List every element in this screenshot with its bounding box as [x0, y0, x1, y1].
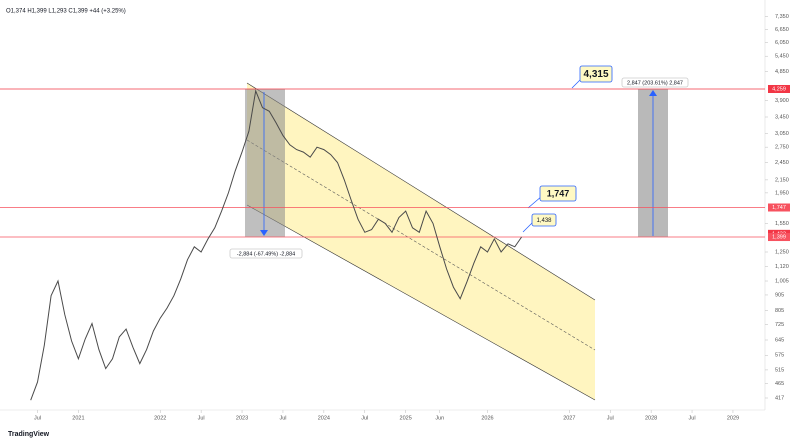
y-tick-label: 1,950 [775, 190, 789, 196]
channel-fill [247, 83, 595, 400]
y-tick-label: 725 [775, 322, 784, 328]
y-tick-label: 1,120 [775, 264, 789, 270]
y-tick-label: 805 [775, 308, 784, 314]
x-tick-label: 2026 [481, 415, 493, 421]
y-tick-label: 2,750 [775, 145, 789, 151]
channel-top [246, 82, 596, 301]
measure-label-bg [229, 248, 303, 259]
price-label: 1,747 [772, 205, 786, 211]
y-tick-label: 417 [775, 395, 784, 401]
measure-label-bg [621, 77, 689, 88]
y-tick-label: 7,350 [775, 14, 789, 20]
x-tick-label: 2023 [236, 415, 248, 421]
ohlc-header: O1,374 H1,399 L1,293 C1,399 +44 (+3.25%) [6, 9, 126, 15]
channel-mid [246, 139, 596, 351]
y-tick-label: 515 [775, 367, 784, 373]
y-tick-label: 1,550 [775, 221, 789, 227]
price-label: 4,259 [772, 86, 786, 92]
x-tick-label: Jul [361, 415, 368, 421]
price-label: 1,399 [772, 234, 786, 240]
y-tick-label: 2,150 [775, 177, 789, 183]
channel-bottom [246, 204, 596, 401]
y-tick-label: 6,650 [775, 27, 789, 33]
annotation-text: 4,315 [583, 69, 608, 80]
x-tick-label: 2021 [72, 415, 84, 421]
callout-box [539, 185, 577, 202]
y-tick-label: 1,005 [775, 278, 789, 284]
y-tick-label: 1,250 [775, 249, 789, 255]
measure-box [245, 89, 285, 237]
annotation-text: 2,847 (203.61%) 2,847 [627, 80, 683, 86]
arrow-head [260, 230, 268, 236]
x-tick-label: Jul [198, 415, 205, 421]
x-tick-label: 2022 [154, 415, 166, 421]
callout-pointer [522, 221, 534, 233]
x-tick-label: Jun [435, 415, 444, 421]
price-label-bg [768, 203, 790, 212]
x-tick-label: 2025 [400, 415, 412, 421]
price-label-bg [768, 233, 790, 242]
x-tick-label: 2029 [727, 415, 739, 421]
y-tick-label: 4,850 [775, 69, 789, 75]
price-line-series [30, 89, 523, 401]
y-tick-label: 3,900 [775, 98, 789, 104]
callout-box [531, 213, 557, 227]
annotation-text: -2,884 (-67.49%) -2,884 [237, 251, 295, 257]
logo: TradingView [8, 431, 50, 438]
y-tick-label: 645 [775, 337, 784, 343]
x-tick-label: Jul [34, 415, 41, 421]
y-tick-label: 5,450 [775, 54, 789, 60]
y-tick-label: 465 [775, 381, 784, 387]
x-tick-label: 2028 [645, 415, 657, 421]
annotation-text: 1,747 [547, 188, 570, 198]
y-tick-label: 905 [775, 292, 784, 298]
y-tick-label: 575 [775, 353, 784, 359]
arrow-head [649, 90, 657, 96]
x-tick-label: 2027 [563, 415, 575, 421]
annotation-text: 1,438 [536, 218, 552, 224]
x-tick-label: Jul [607, 415, 614, 421]
y-tick-label: 3,450 [775, 114, 789, 120]
x-tick-label: 2024 [318, 415, 330, 421]
y-tick-label: 2,450 [775, 160, 789, 166]
price-label-bg [768, 84, 790, 93]
callout-box [579, 65, 613, 83]
y-tick-label: 3,050 [775, 131, 789, 137]
y-tick-label: 6,050 [775, 40, 789, 46]
x-tick-label: Jul [279, 415, 286, 421]
x-tick-label: Jul [689, 415, 696, 421]
